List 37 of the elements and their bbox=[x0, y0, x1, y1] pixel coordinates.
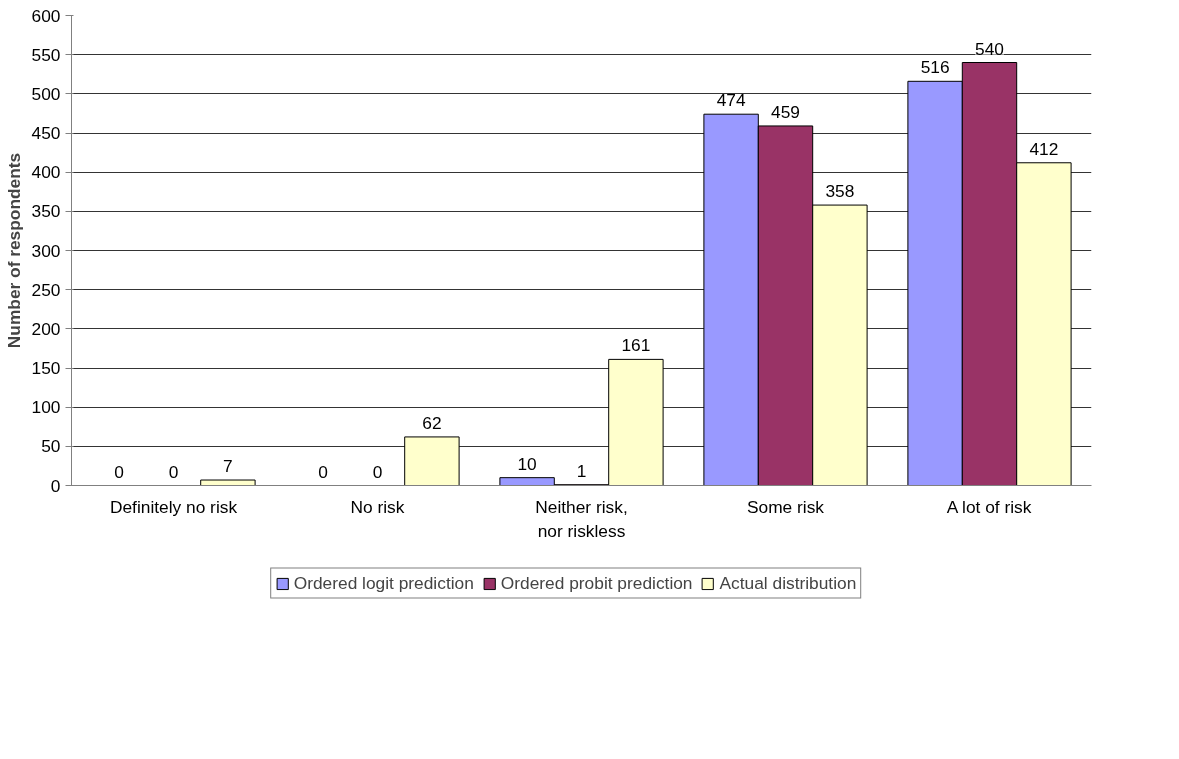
x-tick-label: No risk bbox=[350, 496, 405, 517]
y-tick-label: 50 bbox=[41, 436, 61, 457]
data-label: 161 bbox=[621, 335, 651, 356]
x-tick-label: Neither risk, nor riskless bbox=[535, 496, 628, 541]
y-tick-label: 350 bbox=[31, 201, 61, 222]
data-label: 62 bbox=[422, 412, 442, 433]
y-tick-label: 0 bbox=[50, 475, 61, 496]
data-label: 516 bbox=[920, 57, 950, 78]
y-tick-label: 100 bbox=[31, 397, 61, 418]
data-label: 412 bbox=[1029, 138, 1059, 159]
legend-label: Ordered probit prediction bbox=[500, 572, 693, 594]
x-tick-label: A lot of risk bbox=[946, 496, 1032, 517]
y-tick-label: 450 bbox=[31, 123, 61, 143]
data-label: 474 bbox=[716, 90, 746, 111]
data-label: 358 bbox=[825, 181, 855, 202]
data-label: 0 bbox=[318, 461, 328, 482]
y-axis-title: Number of respondents bbox=[3, 152, 24, 349]
y-tick-label: 400 bbox=[31, 162, 61, 183]
y-tick-label: 500 bbox=[31, 83, 61, 104]
y-tick-label: 200 bbox=[31, 318, 61, 339]
data-label: 1 bbox=[576, 460, 587, 481]
data-label: 0 bbox=[168, 461, 179, 482]
legend-label: Ordered logit prediction bbox=[293, 572, 474, 594]
legend-label: Actual distribution bbox=[719, 572, 857, 594]
data-label: 7 bbox=[223, 456, 233, 477]
data-label: 540 bbox=[975, 38, 1004, 59]
y-tick-label: 550 bbox=[31, 44, 61, 65]
y-tick-label: 150 bbox=[31, 358, 61, 378]
data-label: 10 bbox=[517, 453, 537, 474]
y-tick-label: 600 bbox=[31, 5, 61, 26]
data-label: 0 bbox=[114, 461, 124, 482]
x-tick-label: Definitely no risk bbox=[109, 496, 238, 517]
y-tick-label: 300 bbox=[31, 240, 61, 261]
data-label: 0 bbox=[372, 461, 383, 482]
y-tick-label: 250 bbox=[31, 279, 61, 300]
data-label: 459 bbox=[771, 101, 800, 122]
x-tick-label: Some risk bbox=[746, 496, 825, 517]
